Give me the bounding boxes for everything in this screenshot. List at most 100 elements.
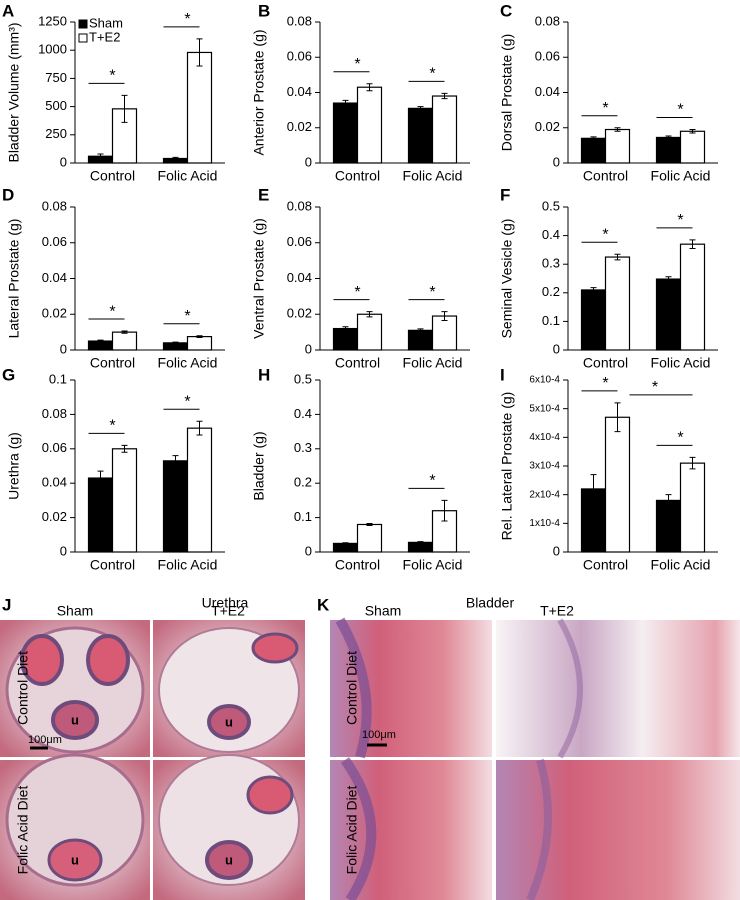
panel-letter: J <box>2 595 11 614</box>
y-tick-label: 0.5 <box>542 198 560 213</box>
error-bar <box>590 136 597 141</box>
y-tick-label: 0 <box>305 543 312 558</box>
y-axis-label: Rel. Lateral Prostate (g) <box>499 392 515 541</box>
y-tick-label: 0.04 <box>42 475 67 490</box>
bar <box>431 95 458 164</box>
y-tick-label: 0.5 <box>294 371 312 386</box>
x-tick-label: Control <box>335 557 380 573</box>
bar <box>679 243 706 351</box>
bar <box>332 327 359 351</box>
panel-letter: A <box>2 1 14 20</box>
y-axis-label: Bladder Volume (mm³) <box>6 22 22 162</box>
y-tick-label: 0.08 <box>287 198 312 213</box>
bar <box>431 315 458 351</box>
y-axis-label: Ventral Prostate (g) <box>251 218 267 339</box>
y-tick-label: 0.08 <box>287 13 312 28</box>
error-bar <box>590 474 597 504</box>
error-bar <box>441 311 448 322</box>
bar <box>580 289 607 351</box>
x-tick-label: Folic Acid <box>403 557 463 573</box>
x-tick-label: Control <box>583 168 628 184</box>
y-tick-label: 0.06 <box>42 234 67 249</box>
y-tick-label: 5x10-4 <box>529 403 560 414</box>
y-axis-label: Seminal Vesicle (g) <box>499 219 515 339</box>
error-bar <box>196 420 203 436</box>
y-axis-label: Bladder (g) <box>251 431 267 500</box>
x-tick-label: Folic Acid <box>651 557 711 573</box>
legend-label: T+E2 <box>89 29 120 44</box>
row-label: Folic Acid Diet <box>344 786 360 875</box>
y-tick-label: 500 <box>45 98 67 113</box>
lumen-marker: u <box>71 852 79 867</box>
y-tick-label: 0 <box>553 543 560 558</box>
bar <box>162 460 189 553</box>
y-tick-label: 0.04 <box>287 270 312 285</box>
x-tick-label: Control <box>335 355 380 371</box>
x-tick-label: Folic Acid <box>651 355 711 371</box>
bar <box>186 335 213 351</box>
bar <box>604 128 631 164</box>
x-tick-label: Folic Acid <box>158 168 218 184</box>
column-label: Sham <box>57 603 94 619</box>
lumen-marker: u <box>71 712 79 727</box>
significance-label: * <box>429 66 435 83</box>
y-tick-label: 0.02 <box>535 119 560 134</box>
y-tick-label: 0.02 <box>287 119 312 134</box>
bar <box>604 416 631 553</box>
bar <box>679 462 706 553</box>
significance-label: * <box>109 68 115 85</box>
error-bar <box>342 542 349 545</box>
y-tick-label: 0.2 <box>294 475 312 490</box>
significance-label: * <box>429 284 435 301</box>
significance-label: * <box>677 102 683 119</box>
error-bar <box>121 94 128 123</box>
y-tick-label: 0.1 <box>294 509 312 524</box>
x-tick-label: Control <box>335 168 380 184</box>
error-bar <box>614 127 621 132</box>
error-bar <box>441 92 448 100</box>
scale-bar-label: 100μm <box>362 729 396 741</box>
error-bar <box>97 153 104 159</box>
significance-label: * <box>184 11 190 28</box>
error-bar <box>172 156 179 161</box>
error-bar <box>366 83 373 92</box>
y-tick-label: 1000 <box>38 42 67 57</box>
bar <box>679 130 706 164</box>
significance-label: * <box>184 308 190 325</box>
bar <box>604 256 631 351</box>
bar <box>332 542 359 553</box>
y-tick-label: 0.06 <box>535 49 560 64</box>
error-bar <box>121 330 128 334</box>
error-bar <box>417 541 424 544</box>
y-tick-label: 250 <box>45 126 67 141</box>
error-bar <box>590 287 597 293</box>
panel-letter: B <box>258 1 270 20</box>
y-tick-label: 0.4 <box>542 227 560 242</box>
bar <box>186 51 213 164</box>
y-tick-label: 0.3 <box>542 256 560 271</box>
panel-letter: H <box>258 365 270 384</box>
bar <box>111 331 138 351</box>
error-bar <box>172 455 179 467</box>
x-tick-label: Control <box>583 557 628 573</box>
significance-label: * <box>677 430 683 447</box>
y-tick-label: 0.02 <box>42 306 67 321</box>
error-bar <box>417 328 424 333</box>
scale-bar-label: 100μm <box>28 734 62 746</box>
error-bar <box>121 444 128 453</box>
y-tick-label: 750 <box>45 70 67 85</box>
error-bar <box>342 326 349 331</box>
panel-letter: I <box>500 365 505 384</box>
lumen-marker: u <box>225 714 233 729</box>
significance-label: * <box>184 393 190 410</box>
panel-letter: C <box>500 1 512 20</box>
micrograph <box>0 620 305 900</box>
micrograph <box>330 617 740 900</box>
error-bar <box>172 341 179 345</box>
y-tick-label: 0.08 <box>42 406 67 421</box>
y-tick-label: 0 <box>553 154 560 169</box>
panel-letter: D <box>2 185 14 204</box>
y-axis-label: Lateral Prostate (g) <box>6 219 22 339</box>
y-tick-label: 0 <box>553 341 560 356</box>
histology-title: Urethra <box>202 595 249 611</box>
